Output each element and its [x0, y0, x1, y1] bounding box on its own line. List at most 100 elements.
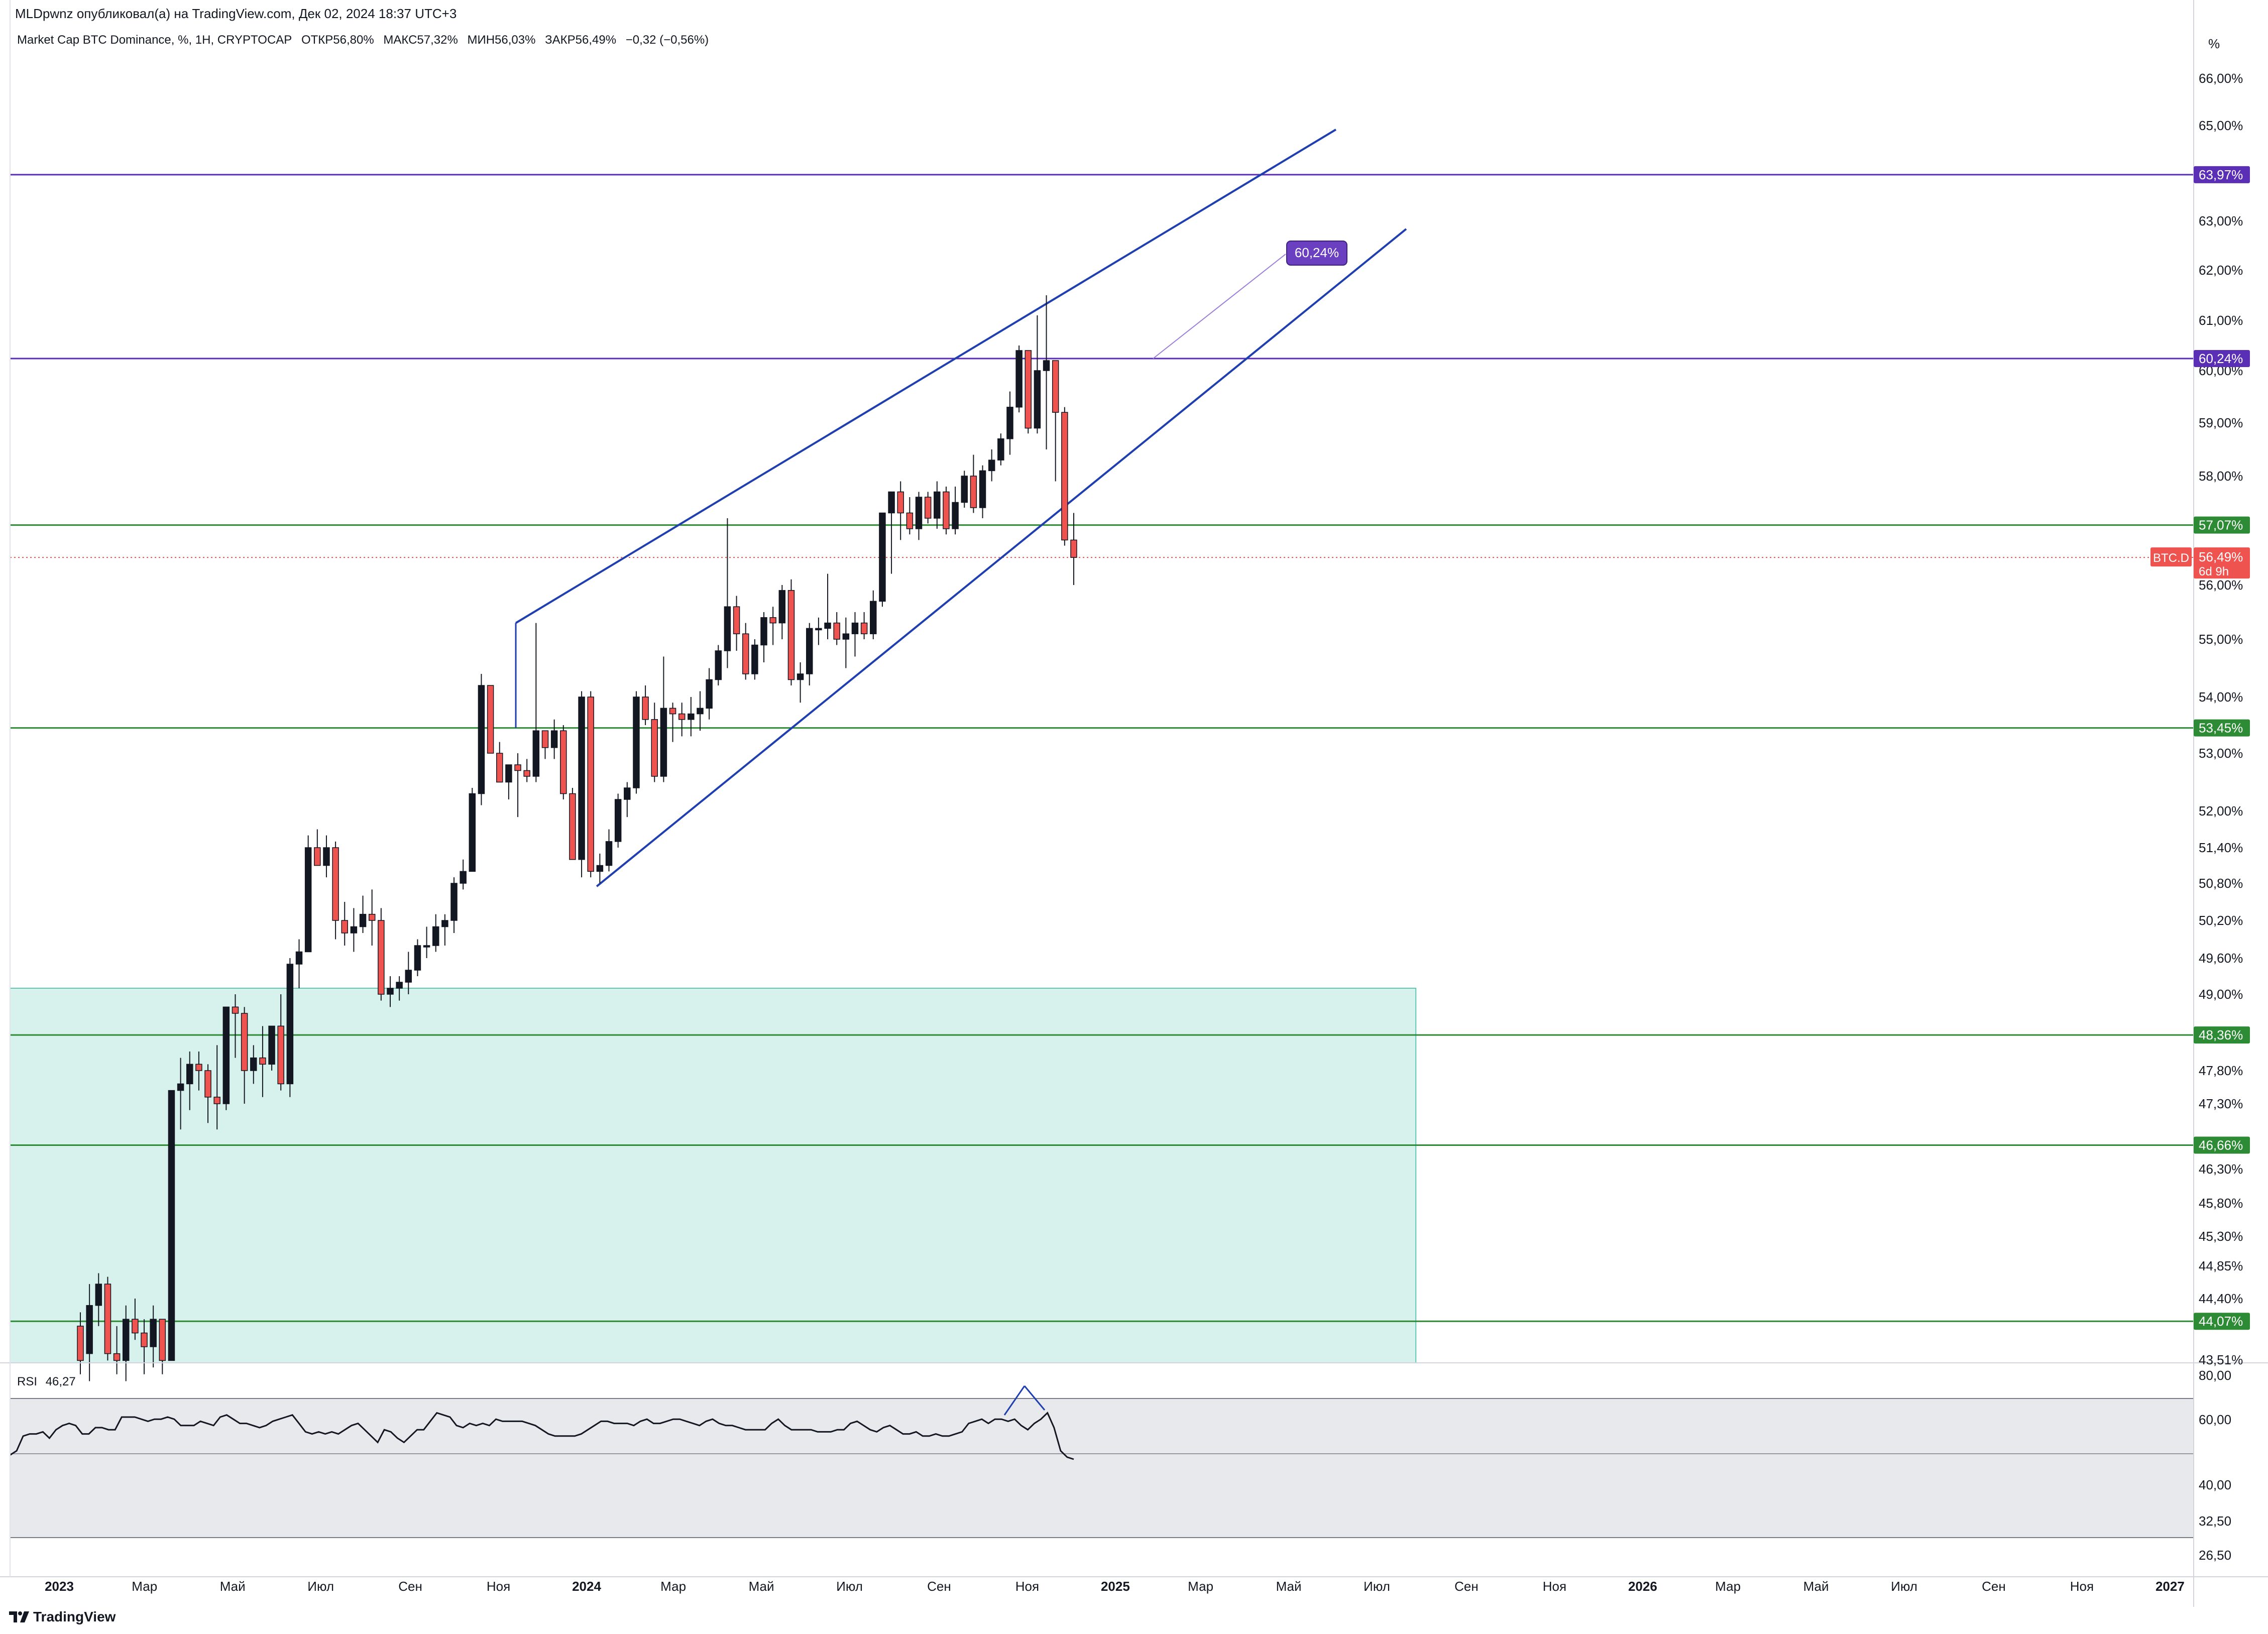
candle-up [460, 871, 467, 884]
price-unit-label[interactable]: % [2208, 36, 2220, 51]
time-tick-label: Сен [927, 1579, 951, 1594]
level-label-bg-0 [2194, 166, 2250, 183]
time-tick-label: 2026 [1628, 1579, 1657, 1594]
price-tick-label: 63,00% [2199, 213, 2243, 228]
candle-down [860, 622, 868, 634]
candle-up [359, 913, 367, 927]
candle-up [250, 1057, 257, 1071]
price-tick-label: 52,00% [2199, 803, 2243, 819]
candle-up [879, 512, 886, 602]
candle-up [997, 438, 1004, 460]
time-tick-label: Июл [307, 1579, 334, 1594]
candle-down [541, 730, 549, 748]
candle-up [870, 601, 877, 634]
price-tick-label: 54,00% [2199, 689, 2243, 705]
candle-down [569, 793, 576, 860]
tradingview-logo[interactable]: TradingView [9, 1609, 116, 1625]
candle-up [150, 1319, 157, 1347]
channel-upper-line [515, 129, 1337, 624]
level-label-bg-1 [2194, 350, 2250, 367]
candle-up [450, 883, 458, 921]
current-price-value: 56,49% [2199, 549, 2243, 564]
price-tick-label: 58,00% [2199, 469, 2243, 484]
candle-up [405, 970, 412, 983]
candle-up [952, 502, 959, 529]
candle-down [651, 719, 658, 777]
candle-down [1052, 360, 1059, 413]
candle-up [304, 847, 312, 953]
level-label-1: 60,24% [2199, 351, 2243, 366]
rsi-value: 46,27 [45, 1375, 76, 1388]
candle-up [988, 459, 995, 472]
current-price-bg [2194, 547, 2250, 579]
price-tick-label: 44,40% [2199, 1291, 2243, 1306]
callout-label: 60,24% [1295, 245, 1339, 260]
candle-down [132, 1319, 139, 1334]
candle-up [532, 730, 540, 777]
candle-up [1034, 370, 1041, 429]
candle-up [842, 633, 850, 640]
time-tick-label: Сен [398, 1579, 422, 1594]
candle-down [213, 1097, 220, 1104]
time-tick-label: Мар [1715, 1579, 1741, 1594]
candle-down [259, 1057, 266, 1065]
price-tick-label: 49,60% [2199, 951, 2243, 966]
level-label-5: 46,66% [2199, 1137, 2243, 1152]
open-value: ОТКР56,80% [301, 33, 374, 47]
candle-up [95, 1283, 102, 1306]
candle-down [924, 497, 932, 519]
tradingview-logo-icon [9, 1611, 29, 1622]
candle-up [815, 628, 822, 631]
candle-down [587, 696, 594, 872]
level-label-bg-5 [2194, 1136, 2250, 1154]
rsi-band [10, 1398, 2194, 1538]
change-value: −0,32 (−0,56%) [625, 33, 709, 47]
candle-up [414, 945, 421, 971]
tradingview-brand: TradingView [33, 1609, 116, 1624]
candle-down [487, 685, 494, 754]
rsi-pane [10, 1385, 2194, 1538]
candle-down [496, 753, 503, 783]
candle-up [979, 470, 986, 508]
candle-up [550, 730, 558, 748]
time-tick-label: 2024 [572, 1579, 601, 1594]
candle-up [122, 1319, 130, 1361]
rsi-tick-label: 60,00 [2199, 1412, 2231, 1427]
demand-zone-rect [10, 988, 1417, 1363]
candle-down [733, 606, 740, 634]
candle-down [897, 491, 904, 514]
candle-down [906, 512, 914, 529]
candle-up [706, 679, 713, 709]
candle-down [560, 730, 567, 794]
price-tick-label: 55,00% [2199, 632, 2243, 647]
rsi-name[interactable]: RSI [17, 1375, 38, 1388]
price-tick-label: 49,00% [2199, 987, 2243, 1002]
time-tick-label: 2027 [2156, 1579, 2185, 1594]
symbol-title[interactable]: Market Cap BTC Dominance, %, 1H, CRYPTOC… [17, 33, 292, 47]
time-tick-label: Май [1803, 1579, 1829, 1594]
candle-up [432, 926, 439, 946]
candle-up [596, 865, 604, 872]
price-tick-label: 51,40% [2199, 840, 2243, 855]
level-label-bg-6 [2194, 1313, 2250, 1330]
candles-layer [77, 295, 1077, 1381]
level-lines-layer [10, 174, 2194, 1322]
candle-up [1043, 360, 1050, 371]
time-tick-label: Май [1276, 1579, 1302, 1594]
time-tick-label: Сен [1454, 1579, 1479, 1594]
candle-down [314, 847, 321, 866]
price-tick-label: 50,20% [2199, 913, 2243, 928]
candle-down [769, 617, 776, 624]
candle-up [505, 764, 512, 783]
time-tick-label: Мар [132, 1579, 157, 1594]
level-label-0: 63,97% [2199, 167, 2243, 182]
candle-up [387, 988, 394, 995]
level-label-bg-3 [2194, 719, 2250, 737]
candle-up [168, 1090, 175, 1361]
candle-up [478, 685, 485, 794]
candle-up [715, 650, 722, 680]
candle-down [669, 708, 676, 715]
candle-up [469, 793, 476, 872]
